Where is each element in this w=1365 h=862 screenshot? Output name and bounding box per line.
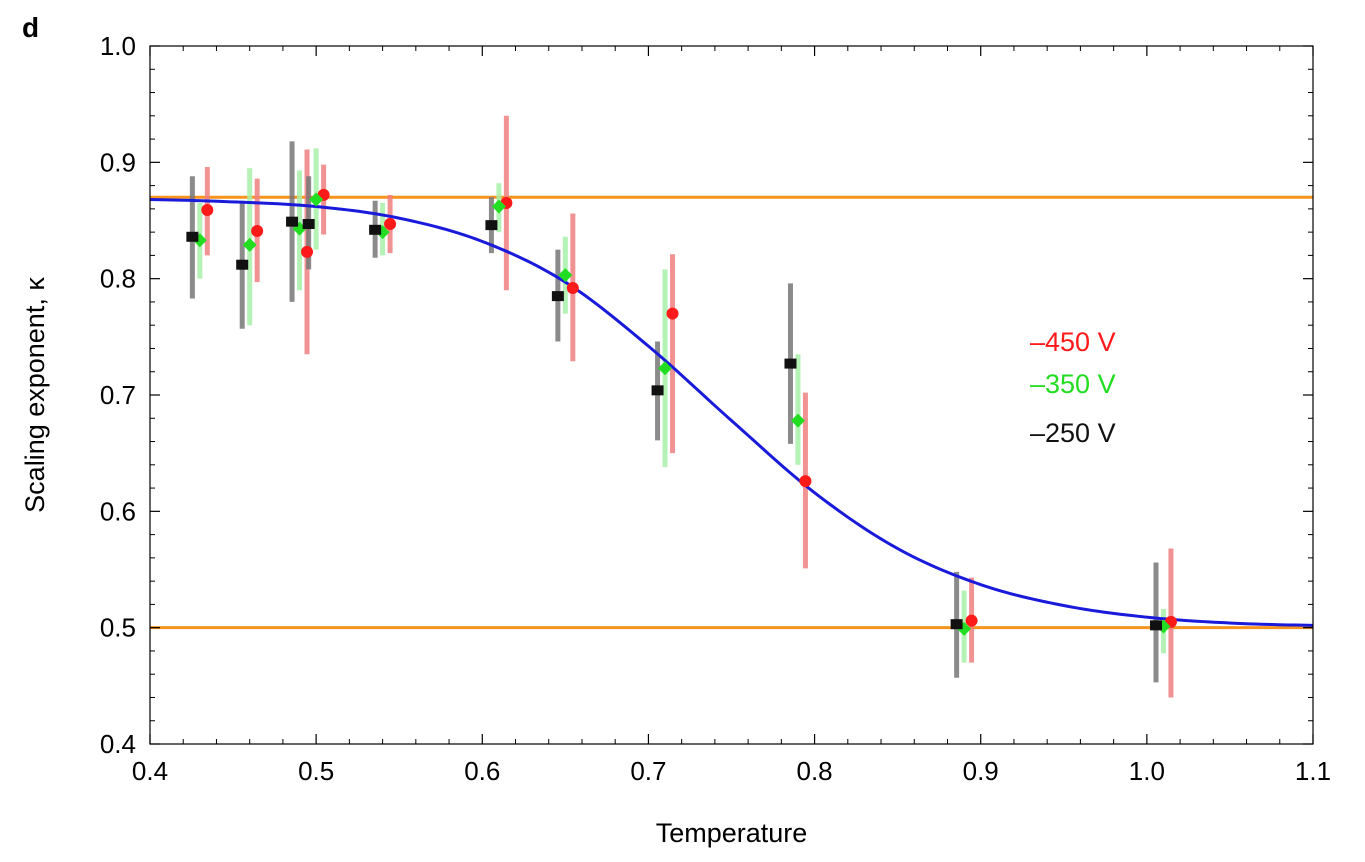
y-tick-label: 0.7 [100,380,136,410]
marker-250v [651,385,664,396]
x-tick-label: 0.5 [298,756,334,786]
panel-label: d [22,12,40,43]
marker-350v [491,199,506,214]
y-tick-label: 0.9 [100,147,136,177]
marker-250v [369,224,382,235]
marker-450v [251,224,264,237]
y-tick-label: 0.8 [100,264,136,294]
marker-250v [1149,620,1162,631]
marker-450v [201,204,214,217]
y-tick-label: 0.4 [100,729,136,759]
x-tick-label: 0.8 [796,756,832,786]
x-tick-label: 0.7 [630,756,666,786]
marker-350v [558,268,573,283]
marker-250v [286,216,299,227]
legend-entry: –450 V [1030,327,1116,357]
x-axis-title: Temperature [656,818,808,848]
x-tick-label: 1.0 [1129,756,1165,786]
x-tick-label: 0.9 [963,756,999,786]
marker-250v [302,218,315,229]
fit-curve-layer [149,198,1314,627]
x-tick-label: 0.6 [464,756,500,786]
marker-450v [666,307,679,320]
marker-350v [242,237,257,252]
reference-lines [150,195,1313,630]
x-tick-label: 0.4 [132,756,168,786]
marker-450v [965,614,978,627]
y-axis-title: Scaling exponent, κ [20,277,50,513]
y-tick-label: 0.6 [100,496,136,526]
data-markers [186,188,1177,636]
marker-250v [950,619,963,630]
legend-entry: –350 V [1030,369,1116,399]
marker-250v [186,231,199,242]
marker-450v [566,281,579,294]
x-tick-label: 1.1 [1295,756,1331,786]
fit-curve [149,198,1314,627]
marker-450v [301,245,314,258]
marker-250v [236,259,249,270]
marker-450v [384,217,397,230]
legend: –450 V –350 V –250 V [1030,327,1116,448]
plot-frame [149,45,1314,745]
axes: 0.4 0.5 0.6 0.7 0.8 0.9 1.0 1.1 0.4 0.5 0.6 0.7 0.8 0… [20,31,1331,848]
marker-350v [790,413,805,428]
error-bars [189,115,1174,698]
marker-250v [551,291,564,302]
y-tick-label: 0.5 [100,613,136,643]
marker-450v [799,475,812,488]
y-tick-label: 1.0 [100,31,136,61]
marker-250v [784,358,797,369]
legend-entry: –250 V [1030,418,1116,448]
marker-250v [485,220,498,231]
marker-350v [309,192,324,207]
marker-350v [658,361,673,376]
